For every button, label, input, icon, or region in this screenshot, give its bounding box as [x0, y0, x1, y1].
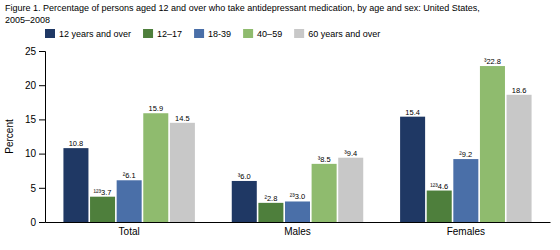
legend: 12 years and over 12–17 18-39 40–59 60 years…: [45, 29, 380, 39]
bar: [232, 181, 257, 222]
x-tick-label: Males: [284, 226, 311, 237]
x-tick: Males: [284, 226, 311, 237]
y-tick: 25: [25, 46, 45, 57]
y-tick: 5: [30, 183, 45, 194]
bar-series: [143, 66, 505, 222]
data-label: 15.9: [148, 104, 163, 113]
bar-series: [63, 117, 425, 222]
bar-series: [170, 95, 532, 222]
x-tick: Total: [119, 226, 140, 237]
data-label: ²6.1: [123, 171, 136, 180]
legend-swatch: [45, 29, 55, 38]
data-label: ¹²³4.6: [430, 182, 448, 191]
y-tick-mark: [39, 222, 45, 223]
data-labels: 10.8 ³6.0 15.4 ¹²³3.7 ²2.8 ¹²³4.6 ²6.1 ²³3.0 ²9.…: [69, 57, 527, 203]
bar: [90, 197, 115, 222]
data-label: 14.5: [175, 114, 190, 123]
y-axis: 0 5 10 15 20 25: [25, 46, 46, 228]
y-tick: 0: [30, 217, 45, 228]
y-tick-mark: [39, 154, 45, 155]
y-tick: 15: [25, 114, 45, 125]
y-tick-mark: [39, 188, 45, 189]
y-tick-mark: [39, 85, 45, 86]
bar: [338, 158, 363, 222]
bar: [400, 117, 425, 222]
x-axis: Total Males Females: [46, 223, 551, 238]
y-axis-title: Percent: [4, 119, 15, 154]
title: Figure 1. Percentage of persons aged 12 …: [5, 3, 480, 13]
legend-item: 60 years and over: [294, 29, 380, 39]
bar: [117, 180, 142, 222]
data-label: ²9.2: [459, 150, 472, 159]
bar: [170, 123, 195, 222]
bar: [453, 159, 478, 222]
y-tick-label: 25: [25, 46, 37, 57]
bar: [312, 164, 337, 222]
y-tick-label: 0: [30, 217, 36, 228]
legend-label: 40–59: [257, 29, 282, 39]
chart: Figure 1. Percentage of persons aged 12 …: [0, 0, 560, 250]
data-label: 10.8: [69, 139, 84, 148]
y-tick-label: 10: [25, 148, 37, 159]
legend-item: 40–59: [243, 29, 282, 39]
legend-label: 12–17: [157, 29, 182, 39]
y-tick-label: 20: [25, 80, 37, 91]
data-label: ³22.8: [484, 57, 501, 66]
legend-swatch: [294, 29, 304, 38]
bar: [427, 191, 452, 222]
legend-label: 12 years and over: [59, 29, 131, 39]
data-label: ³9.4: [344, 149, 357, 158]
x-tick-label: Total: [119, 226, 140, 237]
legend-swatch: [243, 29, 253, 38]
legend-swatch: [194, 29, 204, 38]
legend-item: 18-39: [194, 29, 231, 39]
data-label: 18.6: [512, 86, 527, 95]
plot: 0 5 10 15 20 25 Total Males Females 10.8 ³6.0 15.4 ¹…: [25, 46, 551, 237]
legend-label: 60 years and over: [308, 29, 380, 39]
bar: [480, 66, 505, 222]
bars: [63, 66, 531, 222]
y-tick-mark: [39, 119, 45, 120]
bar: [285, 201, 310, 222]
legend-item: 12–17: [143, 29, 182, 39]
y-tick-label: 15: [25, 114, 37, 125]
y-tick-mark: [39, 51, 45, 52]
data-label: ³6.0: [238, 172, 251, 181]
bar: [63, 148, 88, 222]
bar: [258, 203, 283, 222]
x-axis-line: [46, 222, 551, 223]
x-tick-label: Females: [447, 226, 485, 237]
legend-swatch: [143, 29, 153, 38]
legend-item: 12 years and over: [45, 29, 131, 39]
bar: [507, 95, 532, 222]
data-label: ²³3.0: [290, 192, 305, 201]
y-tick: 20: [25, 80, 45, 91]
y-tick-label: 5: [30, 183, 36, 194]
data-label: ³8.5: [318, 155, 331, 164]
title: 2005–2008: [5, 15, 50, 25]
data-label: ²2.8: [264, 194, 277, 203]
x-tick: Females: [447, 226, 485, 237]
bar: [143, 113, 168, 222]
data-label: 15.4: [405, 108, 420, 117]
y-axis-line: [39, 52, 46, 223]
legend-label: 18-39: [208, 29, 231, 39]
y-tick: 10: [25, 148, 45, 159]
data-label: ¹²³3.7: [94, 188, 112, 197]
